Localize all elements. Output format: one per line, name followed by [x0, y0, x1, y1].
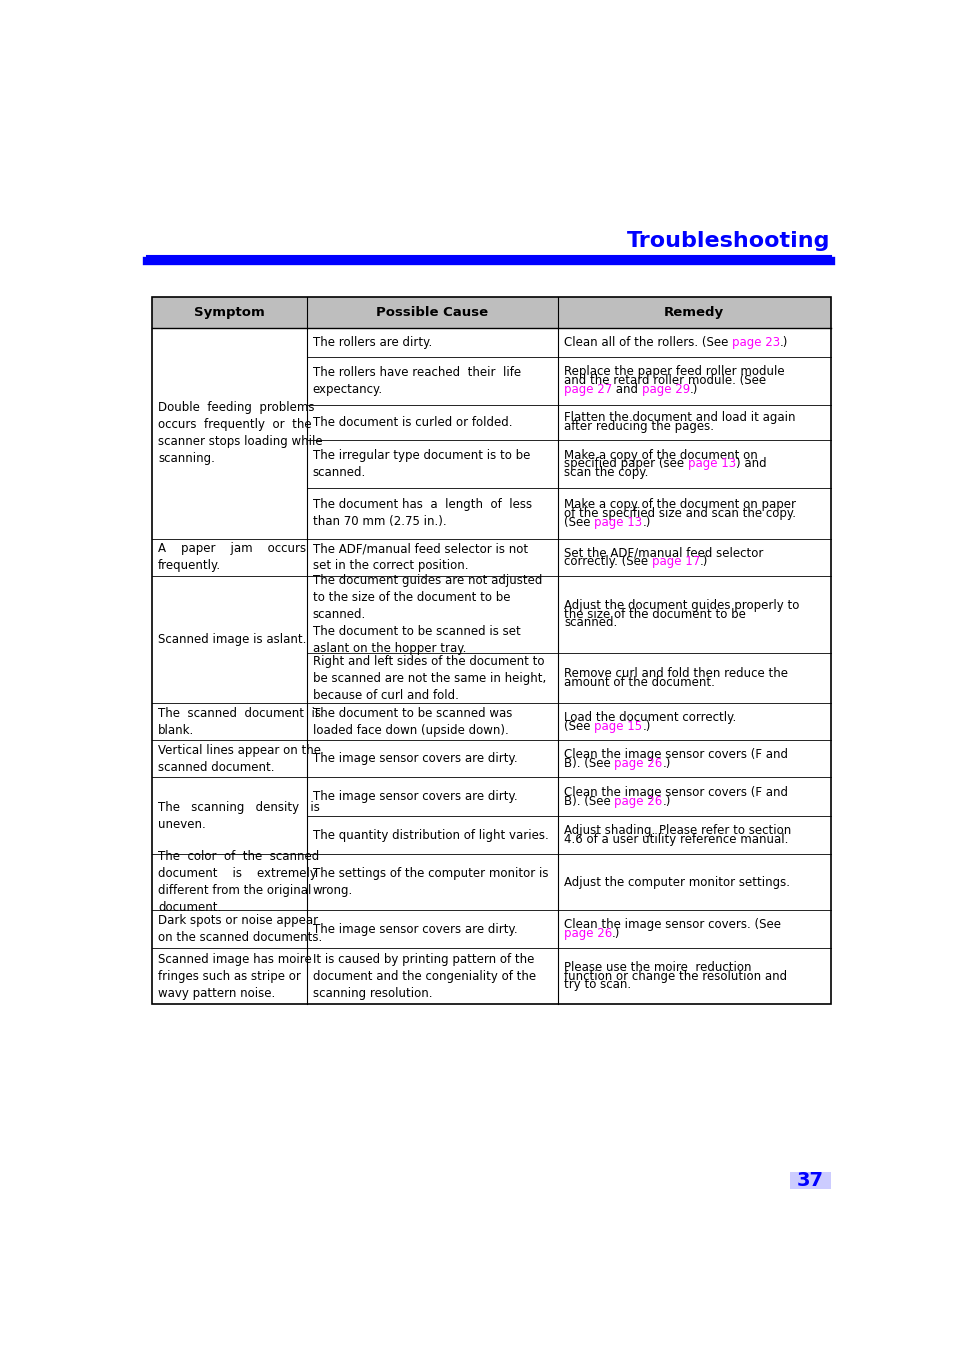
Text: page 23: page 23 — [731, 336, 780, 349]
Bar — [790, 1171, 830, 1189]
Text: A    paper    jam    occurs
frequently.: A paper jam occurs frequently. — [158, 542, 306, 571]
Text: page 26: page 26 — [563, 927, 612, 940]
Text: B). (See: B). (See — [563, 794, 614, 808]
Text: page 27: page 27 — [563, 384, 612, 396]
Text: The rollers have reached  their  life
expectancy.: The rollers have reached their life expe… — [313, 366, 520, 396]
Text: The image sensor covers are dirty.: The image sensor covers are dirty. — [313, 923, 517, 935]
Text: It is caused by printing pattern of the
document and the congeniality of the
sca: It is caused by printing pattern of the … — [313, 952, 536, 1000]
Text: The document has  a  length  of  less
than 70 mm (2.75 in.).: The document has a length of less than 7… — [313, 499, 532, 528]
Text: Vertical lines appear on the
scanned document.: Vertical lines appear on the scanned doc… — [158, 744, 320, 774]
Text: page 26: page 26 — [614, 757, 662, 770]
Text: B). (See: B). (See — [563, 757, 614, 770]
Text: Remedy: Remedy — [663, 305, 723, 319]
Text: .): .) — [662, 757, 670, 770]
Text: 4.6 of a user utility reference manual.: 4.6 of a user utility reference manual. — [563, 834, 787, 846]
Text: Symptom: Symptom — [193, 305, 264, 319]
Text: .): .) — [780, 336, 788, 349]
Text: The document guides are not adjusted
to the size of the document to be
scanned.
: The document guides are not adjusted to … — [313, 574, 541, 655]
Text: Please use the moire  reduction: Please use the moire reduction — [563, 961, 751, 974]
Text: Make a copy of the document on: Make a copy of the document on — [563, 449, 757, 462]
Text: page 26: page 26 — [614, 794, 662, 808]
Text: The irregular type document is to be
scanned.: The irregular type document is to be sca… — [313, 449, 530, 480]
Text: after reducing the pages.: after reducing the pages. — [563, 420, 713, 434]
Text: of the specified size and scan the copy.: of the specified size and scan the copy. — [563, 507, 795, 520]
Text: The quantity distribution of light varies.: The quantity distribution of light varie… — [313, 828, 548, 842]
Text: Scanned image is aslant.: Scanned image is aslant. — [158, 634, 306, 646]
Text: The settings of the computer monitor is
wrong.: The settings of the computer monitor is … — [313, 867, 548, 897]
Text: and: and — [612, 384, 641, 396]
Text: Right and left sides of the document to
be scanned are not the same in height,
b: Right and left sides of the document to … — [313, 654, 545, 701]
Text: the size of the document to be: the size of the document to be — [563, 608, 745, 620]
Text: (See: (See — [563, 720, 594, 732]
Text: Clean the image sensor covers. (See: Clean the image sensor covers. (See — [563, 919, 781, 931]
Text: Load the document correctly.: Load the document correctly. — [563, 711, 736, 724]
Text: The image sensor covers are dirty.: The image sensor covers are dirty. — [313, 790, 517, 802]
Text: .): .) — [612, 927, 620, 940]
Text: Scanned image has moire
fringes such as stripe or
wavy pattern noise.: Scanned image has moire fringes such as … — [158, 952, 312, 1000]
Text: page 17: page 17 — [651, 555, 700, 567]
Text: The  color  of  the  scanned
document    is    extremely
different from the orig: The color of the scanned document is ext… — [158, 850, 319, 915]
Text: Clean the image sensor covers (F and: Clean the image sensor covers (F and — [563, 786, 787, 798]
Text: amount of the document.: amount of the document. — [563, 676, 714, 689]
Text: The   scanning   density   is
uneven.: The scanning density is uneven. — [158, 801, 319, 831]
Text: Possible Cause: Possible Cause — [375, 305, 488, 319]
Text: The  scanned  document  is
blank.: The scanned document is blank. — [158, 707, 320, 736]
Text: Adjust shading. Please refer to section: Adjust shading. Please refer to section — [563, 824, 790, 838]
Text: page 13: page 13 — [594, 516, 641, 528]
Text: .): .) — [700, 555, 708, 567]
Text: Dark spots or noise appear
on the scanned documents.: Dark spots or noise appear on the scanne… — [158, 915, 322, 944]
Text: The ADF/manual feed selector is not
set in the correct position.: The ADF/manual feed selector is not set … — [313, 542, 527, 571]
Text: Clean the image sensor covers (F and: Clean the image sensor covers (F and — [563, 748, 787, 761]
Text: Make a copy of the document on paper: Make a copy of the document on paper — [563, 499, 795, 511]
Text: scan the copy.: scan the copy. — [563, 466, 648, 480]
Text: function or change the resolution and: function or change the resolution and — [563, 970, 786, 982]
Text: page 29: page 29 — [641, 384, 690, 396]
Text: The rollers are dirty.: The rollers are dirty. — [313, 336, 432, 349]
Text: The image sensor covers are dirty.: The image sensor covers are dirty. — [313, 753, 517, 766]
Text: Adjust the computer monitor settings.: Adjust the computer monitor settings. — [563, 875, 789, 889]
Text: Troubleshooting: Troubleshooting — [626, 231, 830, 251]
Text: Adjust the document guides properly to: Adjust the document guides properly to — [563, 598, 799, 612]
Text: Clean all of the rollers. (See: Clean all of the rollers. (See — [563, 336, 731, 349]
Text: .): .) — [641, 720, 650, 732]
Text: Replace the paper feed roller module: Replace the paper feed roller module — [563, 366, 783, 378]
Text: try to scan.: try to scan. — [563, 978, 631, 992]
Text: specified paper (see: specified paper (see — [563, 458, 687, 470]
Text: page 15: page 15 — [594, 720, 641, 732]
Text: (See: (See — [563, 516, 594, 528]
Bar — [152, 297, 830, 328]
Text: Remove curl and fold then reduce the: Remove curl and fold then reduce the — [563, 667, 787, 680]
Text: .): .) — [690, 384, 698, 396]
Text: Flatten the document and load it again: Flatten the document and load it again — [563, 412, 795, 424]
Text: correctly. (See: correctly. (See — [563, 555, 651, 567]
Text: The document is curled or folded.: The document is curled or folded. — [313, 416, 512, 428]
Text: page 13: page 13 — [687, 458, 735, 470]
Text: .): .) — [662, 794, 670, 808]
Text: Double  feeding  problems
occurs  frequently  or  the
scanner stops loading whil: Double feeding problems occurs frequentl… — [158, 401, 322, 465]
Bar — [152, 297, 830, 1004]
Text: ) and: ) and — [735, 458, 766, 470]
Text: .): .) — [641, 516, 650, 528]
Text: The document to be scanned was
loaded face down (upside down).: The document to be scanned was loaded fa… — [313, 707, 512, 736]
Text: 37: 37 — [796, 1170, 823, 1190]
Text: and the retard roller module. (See: and the retard roller module. (See — [563, 374, 765, 388]
Text: Set the ADF/manual feed selector: Set the ADF/manual feed selector — [563, 546, 762, 559]
Text: scanned.: scanned. — [563, 616, 617, 630]
